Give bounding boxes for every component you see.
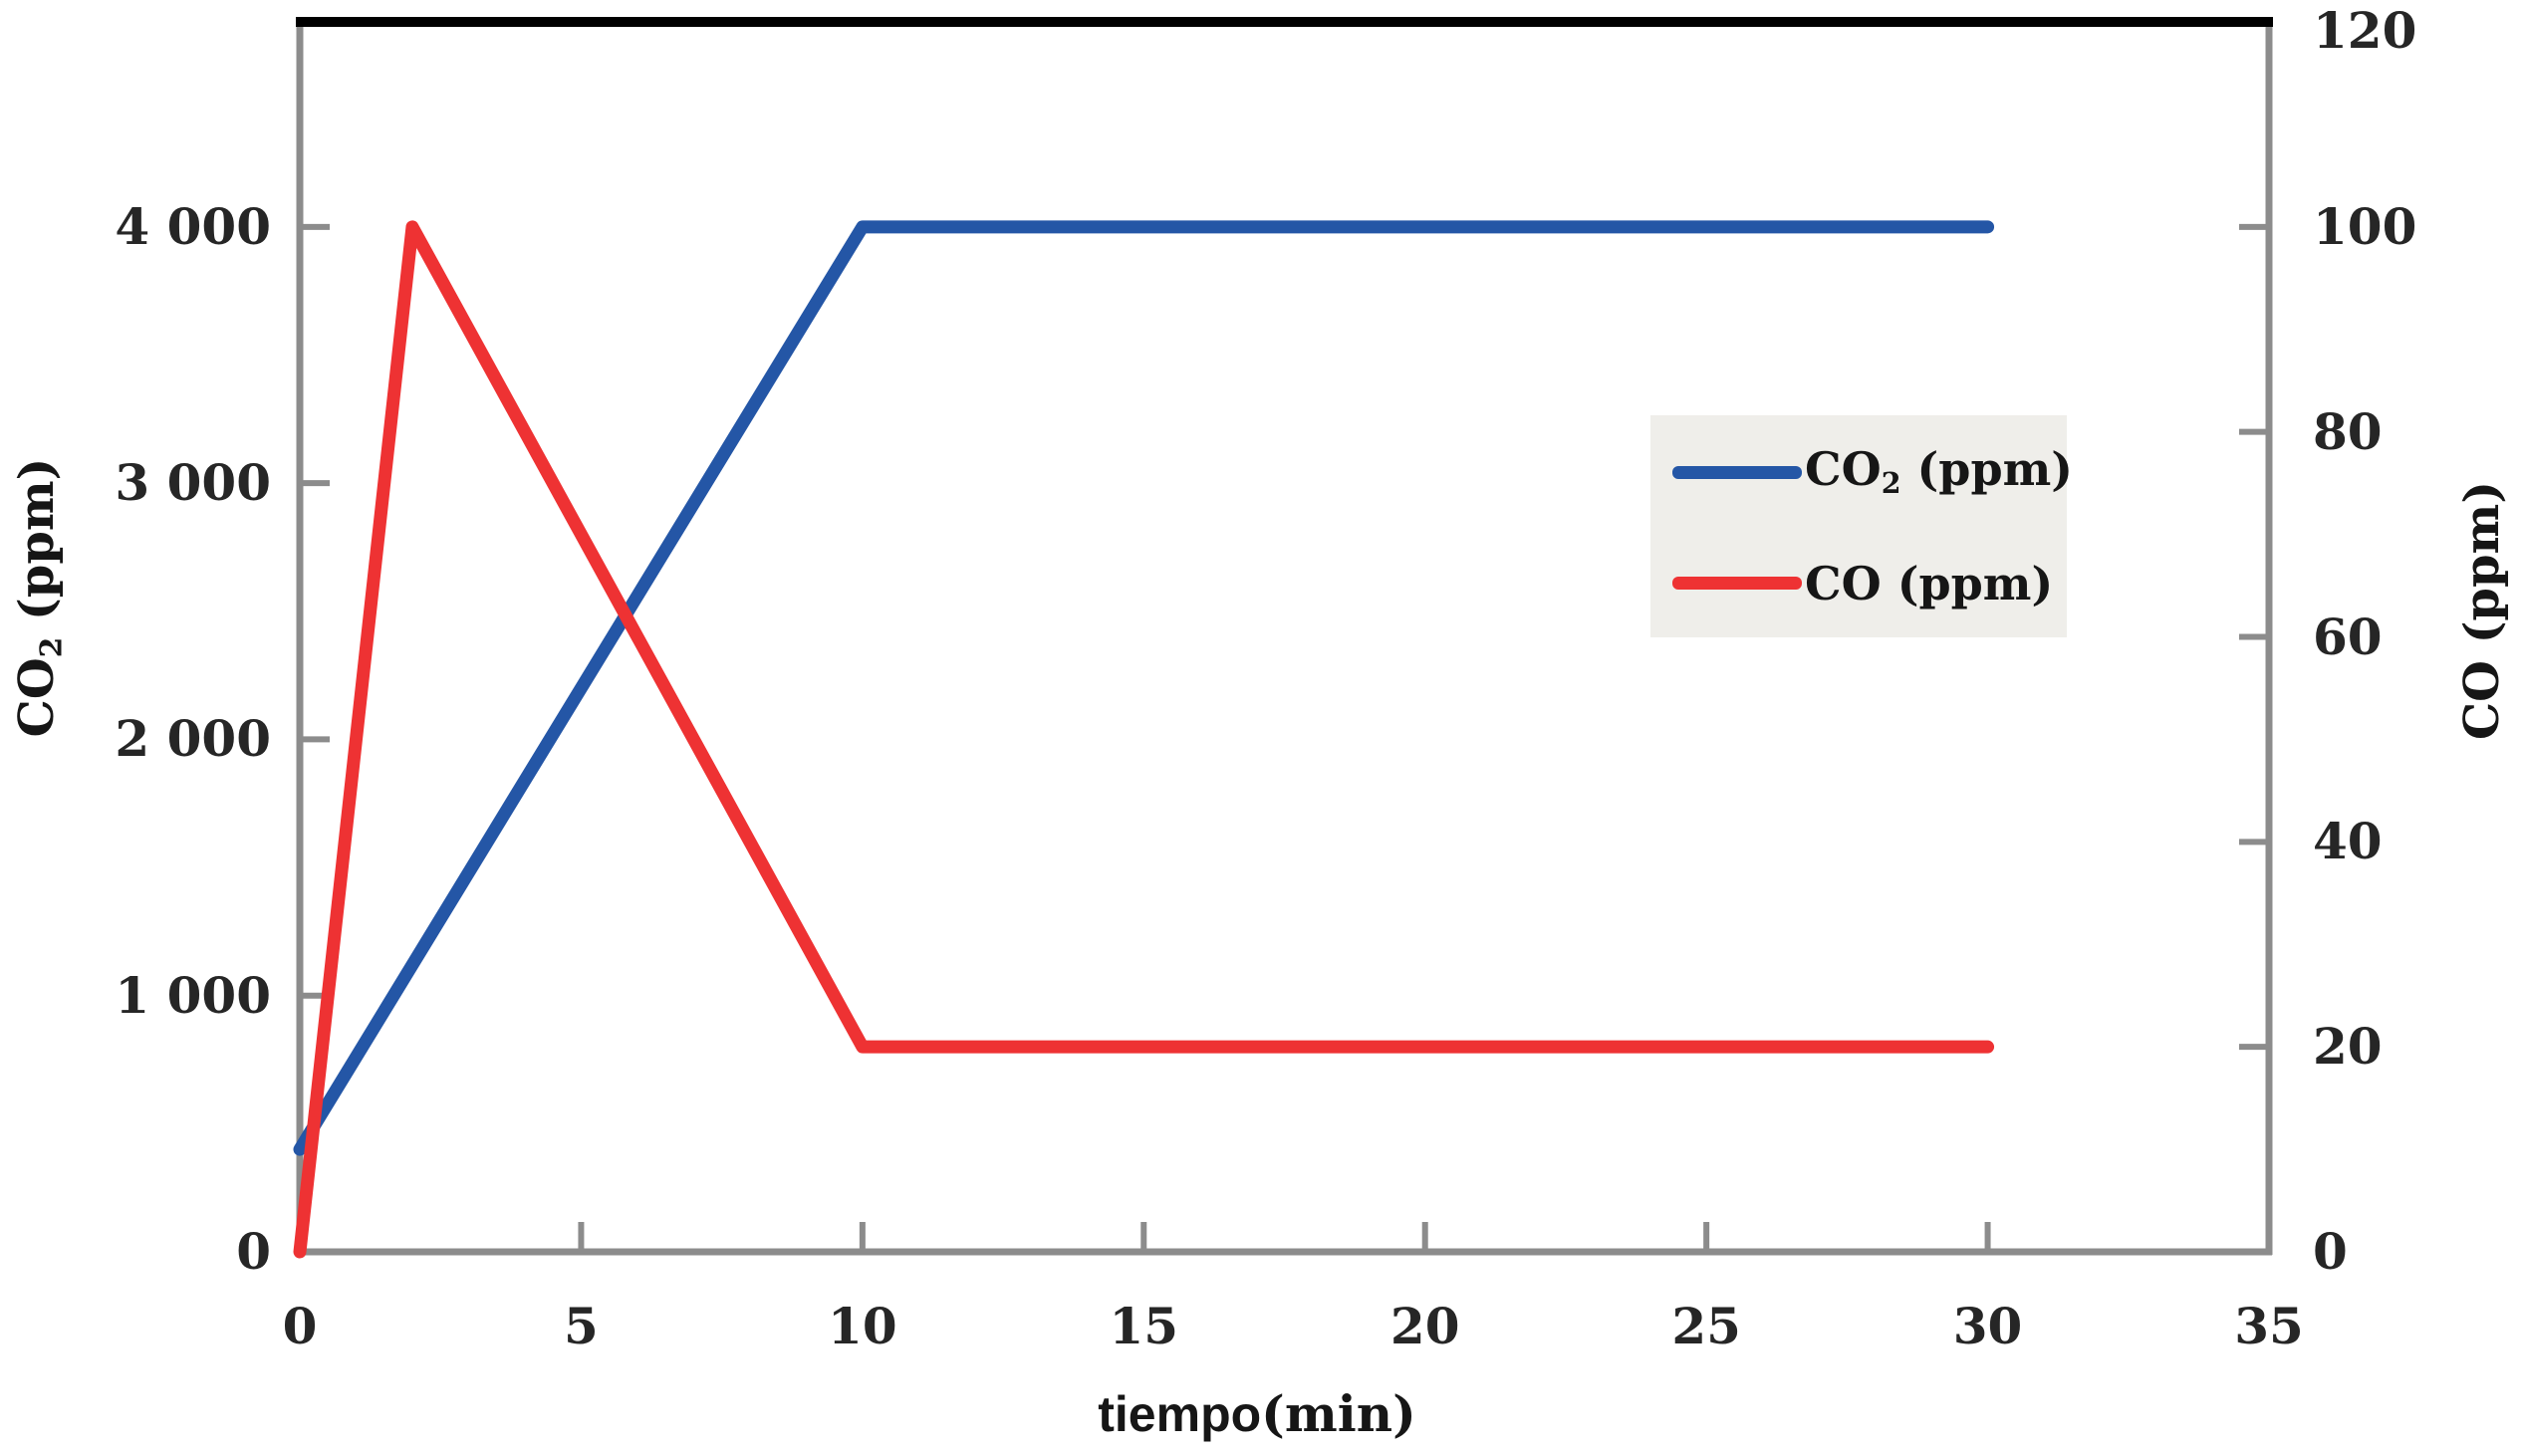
right-axis-tick-label: 100 [2313,196,2417,256]
left-axis-title: CO2 (ppm) [9,458,70,738]
right-axis-title: CO (ppm) [2454,481,2510,740]
x-axis-title-unit: (min) [1261,1384,1416,1443]
x-axis-title-main: tiempo [1098,1386,1262,1442]
x-axis-tick-label: 35 [2234,1297,2304,1355]
left-axis-tick-label: 4 000 [115,196,271,256]
right-axis-tick-label: 20 [2313,1017,2383,1077]
right-axis-tick-label: 40 [2313,812,2383,871]
co-line-swatch [1672,577,1802,591]
left-axis-title-unit: (ppm) [8,457,65,637]
legend-box: CO2 (ppm) CO (ppm) [1650,415,2073,637]
x-axis-tick-label: 0 [282,1297,318,1355]
legend-co2-main: CO [1805,442,1882,497]
legend-item-co2: CO2 (ppm) [1672,446,2073,498]
x-axis-tick-label: 15 [1109,1297,1179,1355]
left-axis-tick-label: 0 [236,1222,271,1281]
left-axis-title-sub: 2 [34,636,70,658]
legend-co-unit: (ppm) [1881,556,2054,610]
right-axis-tick-label: 60 [2313,607,2383,666]
right-axis-tick-label: 80 [2313,401,2383,461]
left-axis-tick-label: 2 000 [115,709,271,769]
legend-item-co: CO (ppm) [1672,561,2067,607]
legend-co-main: CO [1805,556,1882,610]
x-axis-tick-label: 20 [1389,1297,1460,1355]
left-axis-title-main: CO [8,657,65,738]
co2-line-swatch [1672,465,1802,479]
x-axis-tick-label: 30 [1952,1297,2023,1355]
x-axis-tick-label: 10 [828,1297,897,1355]
right-axis-tick-label: 0 [2313,1222,2348,1281]
legend-label-co: CO (ppm) [1805,561,2053,607]
x-axis-tick-label: 5 [564,1297,599,1355]
x-axis-tick-label: 25 [1671,1297,1741,1355]
right-axis-tick-label: 120 [2313,1,2417,60]
left-axis-tick-label: 1 000 [115,965,271,1025]
left-axis-tick-label: 3 000 [115,453,271,513]
series-line-co2 [293,220,1995,1156]
legend-co2-sub: 2 [1881,466,1901,501]
legend-label-co2: CO2 (ppm) [1805,446,2073,498]
right-axis-title-unit: (ppm) [2454,480,2510,661]
x-axis-title: tiempo(min) [1098,1386,1415,1442]
series-line-co [293,220,1995,1259]
legend-co2-unit: (ppm) [1900,442,2074,497]
right-axis-title-main: CO [2454,660,2510,741]
